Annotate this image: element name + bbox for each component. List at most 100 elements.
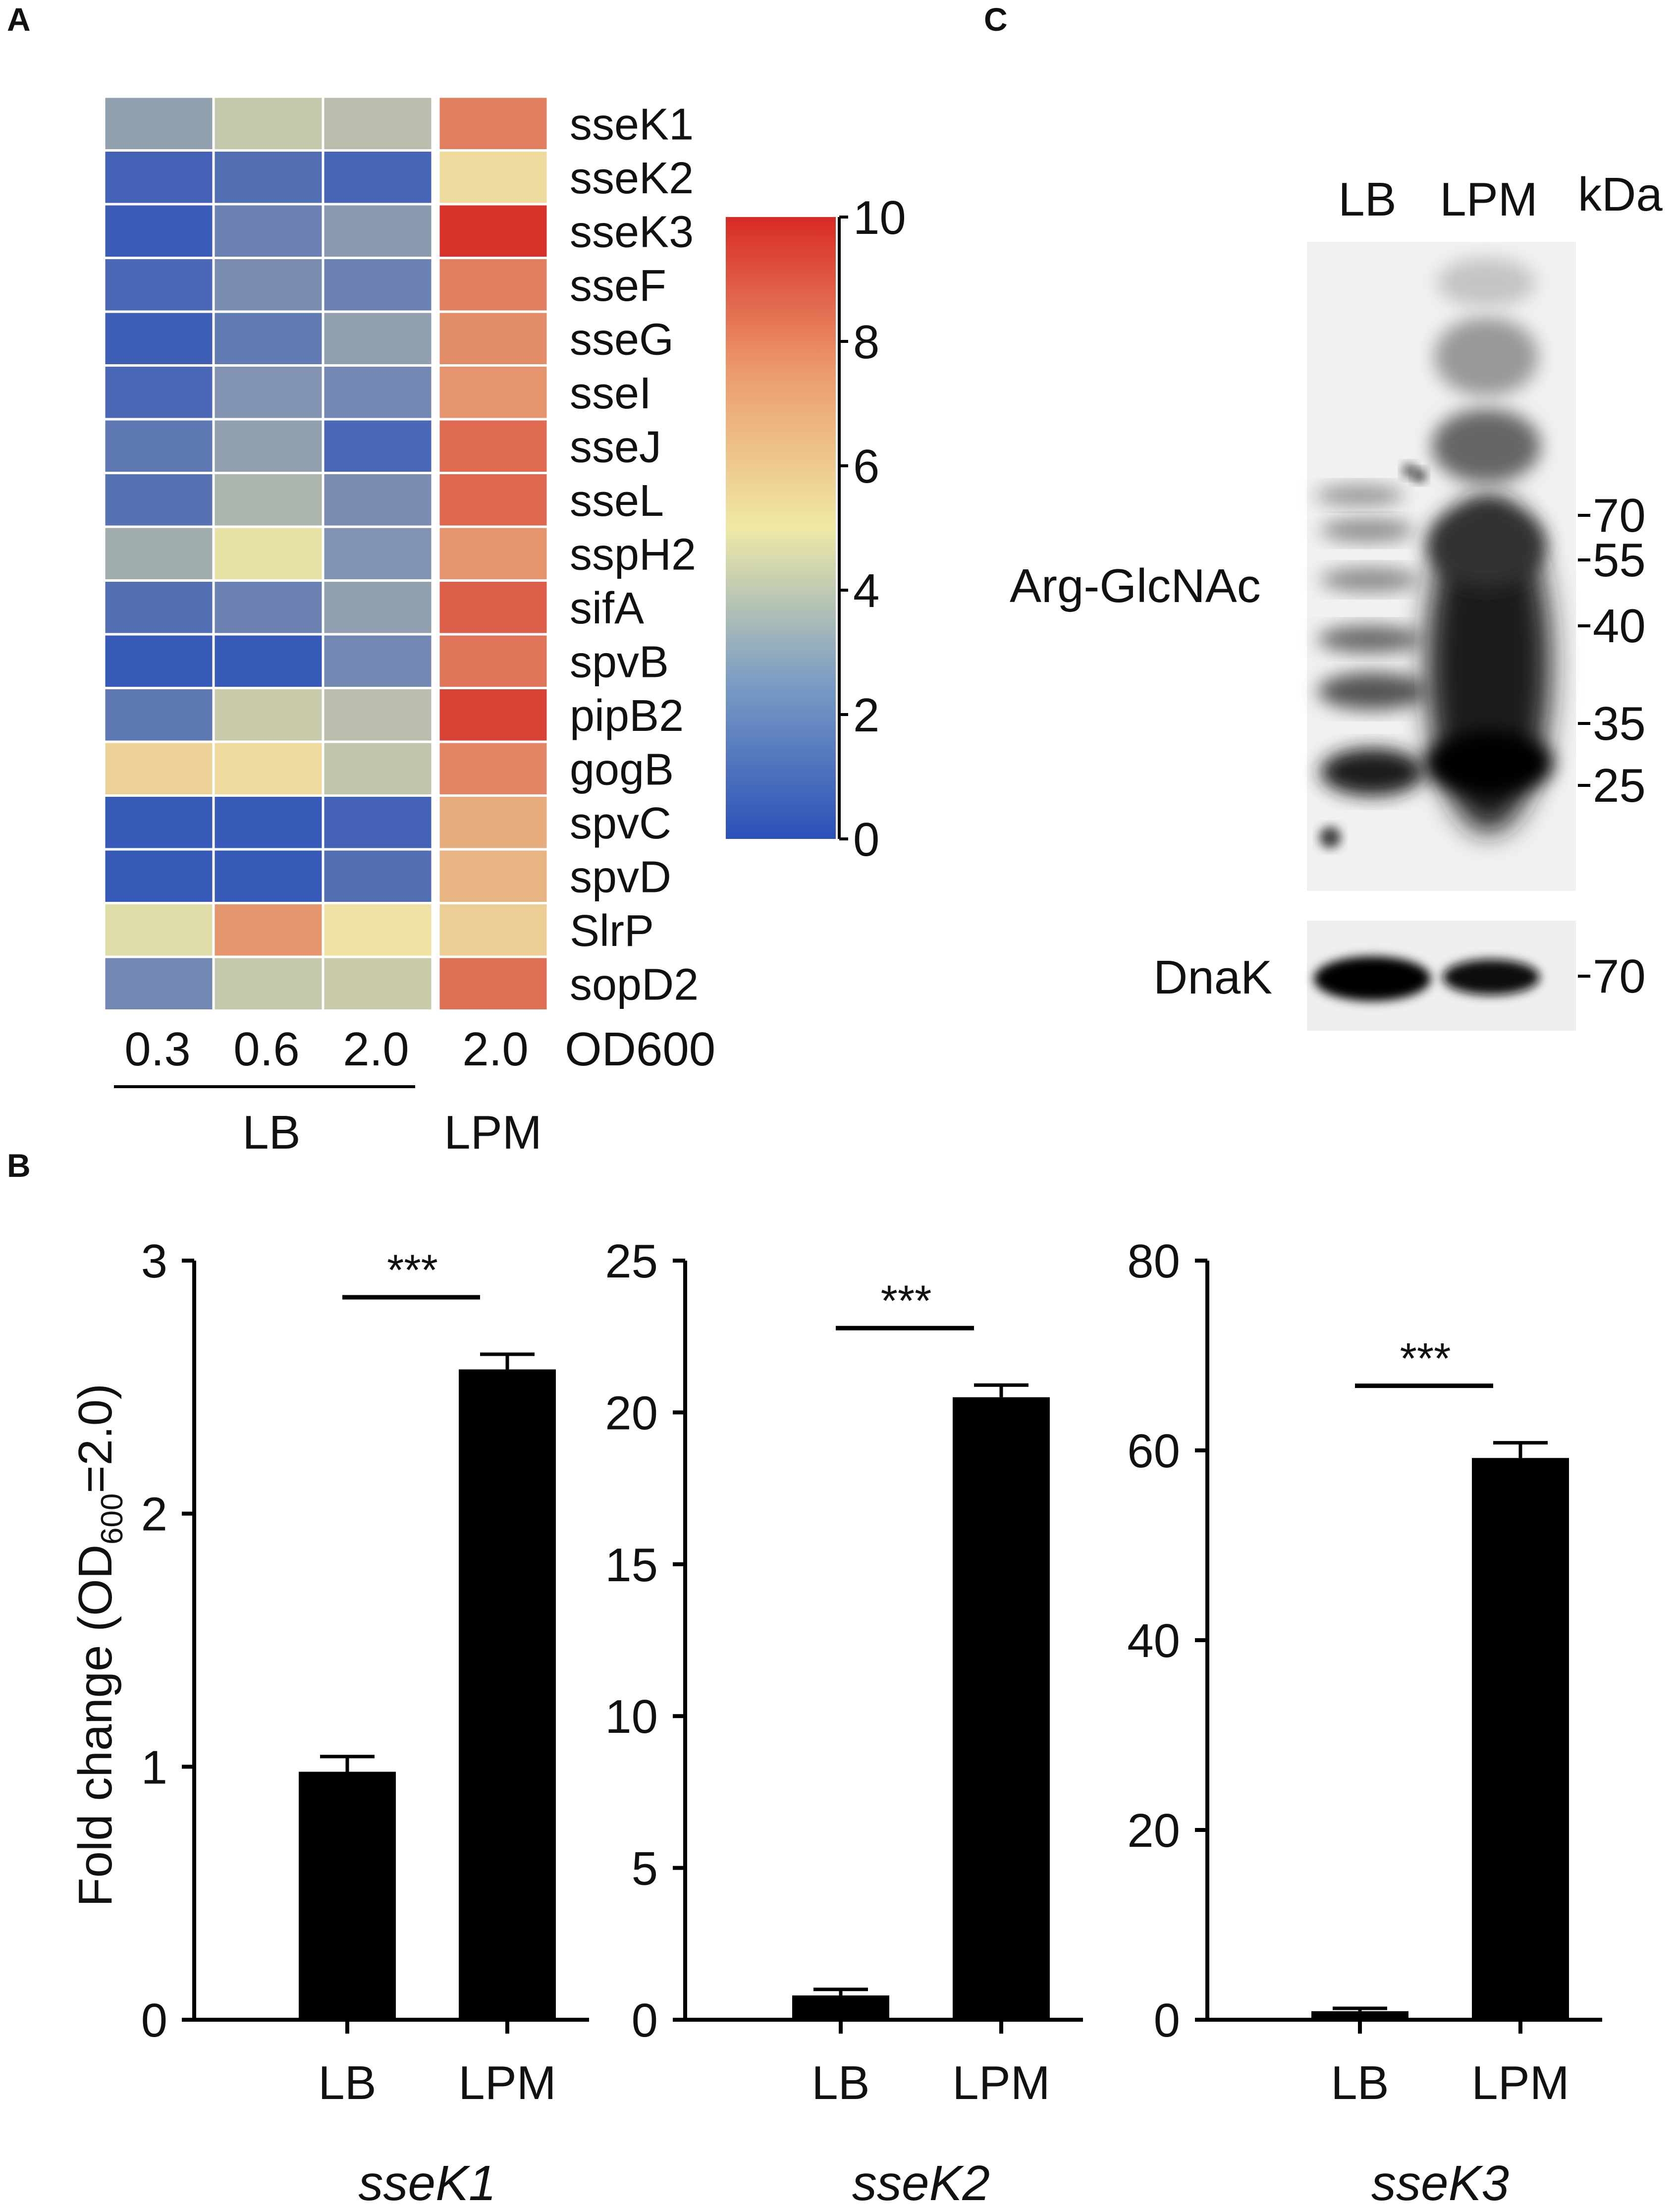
heatmap-cell: [322, 310, 434, 367]
gene-label: pipB2: [570, 691, 684, 741]
heatmap-cell: [212, 310, 324, 367]
heatmap-cell: [103, 955, 215, 1012]
heatmap-cell: [322, 740, 434, 797]
heatmap-cell: [103, 525, 215, 582]
heatmap-cell: [437, 579, 549, 636]
heatmap-cell: [212, 472, 324, 528]
gene-label: spvB: [570, 637, 669, 687]
heatmap-cell: [437, 902, 549, 958]
y-tick-label: 0: [1154, 1994, 1180, 2047]
x-tick-label: LPM: [952, 2056, 1050, 2109]
marker-label: 25: [1593, 759, 1646, 812]
gene-label: sseK2: [570, 154, 694, 203]
heatmap-cell: [103, 364, 215, 421]
heatmap-cell: [212, 257, 324, 313]
heatmap-cell: [322, 633, 434, 689]
gene-label: spvC: [570, 799, 671, 848]
bar-chart-sseK1: 0 1 2 3 LB LPM *** sseK1: [141, 1235, 589, 2211]
marker-label: 70: [1593, 489, 1646, 542]
colorbar-ticks: [839, 216, 848, 840]
heatmap-cell: [322, 364, 434, 421]
heatmap-cell: [322, 687, 434, 743]
heatmap-cell: [103, 310, 215, 367]
panel-b-label: B: [7, 1147, 31, 1184]
heatmap-cell: [322, 95, 434, 152]
heatmap-cell: [322, 794, 434, 851]
y-tick-label: 10: [605, 1690, 658, 1743]
heatmap-cell: [212, 525, 324, 582]
bar-LB: [792, 1995, 889, 2020]
heatmap-cell: [212, 418, 324, 474]
significance-label: ***: [1400, 1334, 1451, 1383]
colorbar-tick-label: 0: [853, 813, 879, 866]
heatmap-cell: [212, 740, 324, 797]
bottom-blot-label: DnaK: [1153, 951, 1272, 1004]
panel-c: C LB LPM kDa: [984, 1, 1663, 1031]
heatmap-cell: [322, 848, 434, 904]
x-tick-label: LB: [811, 2056, 869, 2109]
heatmap-cell: [322, 418, 434, 474]
gene-label: sseG: [570, 315, 674, 364]
heatmap-cell: [322, 203, 434, 259]
bar-chart-sseK3: 0 20 40 60 80 LB LPM *** sseK3: [1127, 1235, 1602, 2211]
kda-label: kDa: [1578, 168, 1663, 221]
gene-label: sspH2: [570, 530, 696, 579]
bar-LB: [1311, 2011, 1408, 2020]
heatmap-cell: [322, 525, 434, 582]
gene-label: sseF: [570, 261, 666, 311]
heatmap-cell: [103, 203, 215, 259]
y-tick-label: 0: [632, 1994, 658, 2047]
dnak-band-lpm: [1443, 959, 1540, 995]
x-tick-label: LB: [1331, 2056, 1389, 2109]
gene-label: gogB: [570, 745, 674, 794]
heatmap-cell: [103, 257, 215, 313]
top-blot-label: Arg-GlcNAc: [1010, 559, 1261, 612]
y-tick-label: 40: [1127, 1614, 1180, 1667]
heatmap-cell: [212, 687, 324, 743]
dnak-band-lb: [1314, 956, 1431, 1001]
heatmap-cell: [212, 794, 324, 851]
heatmap-cell: [322, 579, 434, 636]
group-label-lb: LB: [242, 1106, 300, 1159]
heatmap-cell: [212, 364, 324, 421]
gene-label: sseL: [570, 476, 664, 526]
heatmap-cell: [437, 955, 549, 1012]
bar-LB: [299, 1771, 396, 2020]
y-axis-title-sub: 600: [95, 1493, 129, 1545]
column-label: 0.6: [233, 1023, 299, 1076]
heatmap-cell: [437, 687, 549, 743]
gene-name-label: sseK1: [359, 2156, 496, 2211]
y-tick-label: 2: [141, 1488, 167, 1541]
y-tick-label: 20: [1127, 1804, 1180, 1857]
heatmap-cell: [212, 848, 324, 904]
gene-name-label: sseK3: [1371, 2156, 1509, 2211]
heatmap-cell: [103, 633, 215, 689]
bar-LPM: [953, 1397, 1050, 2020]
bar-chart-sseK2: 0 5 10 15 20 25 LB LPM *** sseK2: [605, 1235, 1083, 2211]
marker-label: 35: [1593, 697, 1646, 750]
y-tick-label: 1: [141, 1741, 167, 1794]
heatmap-cell: [103, 848, 215, 904]
heatmap-cell: [437, 740, 549, 797]
heatmap-cell: [103, 902, 215, 958]
lb-lane-bands: [1315, 463, 1427, 848]
bar-LPM: [1472, 1458, 1569, 2020]
gene-label: sseI: [570, 369, 651, 418]
heatmap-cell: [103, 95, 215, 152]
lane-label-lb: LB: [1338, 173, 1396, 226]
heatmap-cell: [103, 740, 215, 797]
marker-label: 70: [1593, 950, 1646, 1003]
heatmap-cell: [437, 310, 549, 367]
heatmap-cell: [322, 257, 434, 313]
gene-label: sifA: [570, 584, 644, 633]
y-tick-label: 15: [605, 1539, 658, 1592]
gene-label: SlrP: [570, 906, 654, 956]
column-axis-label: OD600: [565, 1023, 715, 1076]
heatmap-cell: [437, 257, 549, 313]
colorbar-tick-label: 8: [853, 316, 879, 369]
y-tick-label: 0: [141, 1994, 167, 2047]
heatmap-cell: [212, 955, 324, 1012]
heatmap-cell: [437, 633, 549, 689]
